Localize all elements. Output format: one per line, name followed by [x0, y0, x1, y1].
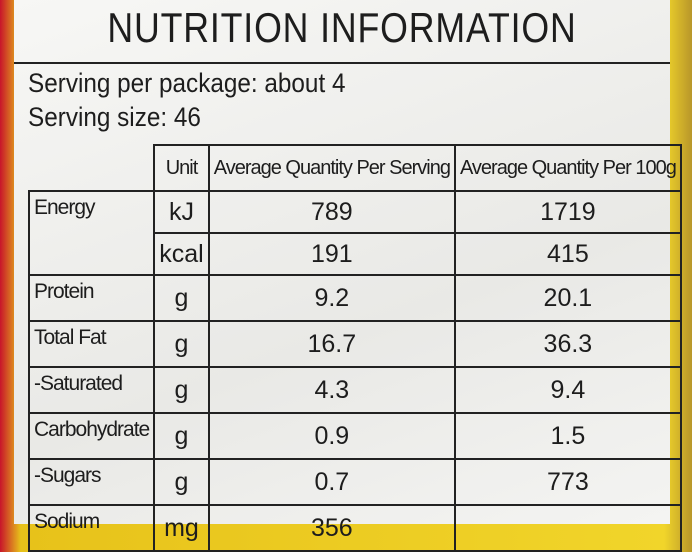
- nutrient-row: kcal 191 415: [29, 232, 682, 276]
- nutrient-row: Energy kJ 789 1719: [27, 190, 682, 276]
- nutrient-row: -Saturated g 4.3 9.4: [27, 366, 682, 414]
- per-100g: 773: [453, 458, 682, 506]
- per-serving: 4.3: [207, 366, 456, 414]
- nutrition-label: NUTRITION INFORMATION Serving per packag…: [14, 0, 682, 552]
- nutrient-name: Energy: [27, 190, 156, 276]
- per-100g: 36.3: [453, 320, 682, 368]
- per-100g: 9.4: [453, 366, 682, 414]
- per-100g: [453, 504, 682, 552]
- servings-per-package: Serving per package: about 4: [28, 68, 346, 98]
- per-serving: 0.9: [207, 412, 456, 460]
- header-row: Unit Average Quantity Per Serving Averag…: [29, 144, 682, 192]
- serving-size: Serving size: 46: [28, 102, 201, 132]
- unit: g: [153, 320, 210, 368]
- nutrient-name: Protein: [27, 274, 156, 322]
- unit: kcal: [153, 232, 210, 276]
- nutrient-row: Total Fat g 16.7 36.3: [27, 320, 682, 368]
- per-100g: 415: [453, 232, 682, 276]
- nutrient-name: -Saturated: [27, 366, 156, 414]
- per-100g: 1719: [453, 190, 682, 234]
- nutrient-row: Carbohydrate g 0.9 1.5: [27, 412, 682, 460]
- column-header: Average Quantity Per 100g: [453, 144, 682, 192]
- unit: mg: [153, 504, 210, 552]
- nutrient-name: Sodium: [27, 504, 156, 552]
- column-header: Average Quantity Per Serving: [207, 144, 456, 192]
- title: NUTRITION INFORMATION: [107, 4, 577, 51]
- per-100g: 20.1: [453, 274, 682, 322]
- nutrient-row: Protein g 9.2 20.1: [27, 274, 682, 322]
- blank-cell: [29, 145, 156, 192]
- unit: g: [153, 274, 210, 322]
- unit: kJ: [153, 190, 210, 234]
- per-serving: 0.7: [207, 458, 456, 506]
- unit: g: [153, 412, 210, 460]
- per-serving: 9.2: [207, 274, 456, 322]
- nutrient-name: -Sugars: [27, 458, 156, 506]
- nutrient-row: Sodium mg 356: [27, 504, 682, 552]
- nutrient-row: -Sugars g 0.7 773: [27, 458, 682, 506]
- per-serving: 191: [207, 232, 456, 276]
- per-serving: 789: [207, 190, 456, 234]
- per-100g: 1.5: [453, 412, 682, 460]
- nutrient-name: Carbohydrate: [27, 412, 156, 460]
- per-serving: 356: [207, 504, 456, 552]
- unit: g: [153, 458, 210, 506]
- per-serving: 16.7: [207, 320, 456, 368]
- nutrition-table: Unit Average Quantity Per Serving Averag…: [27, 144, 682, 552]
- column-header: Unit: [153, 144, 210, 192]
- nutrient-name: Total Fat: [27, 320, 156, 368]
- rule: [14, 62, 670, 64]
- unit: g: [153, 366, 210, 414]
